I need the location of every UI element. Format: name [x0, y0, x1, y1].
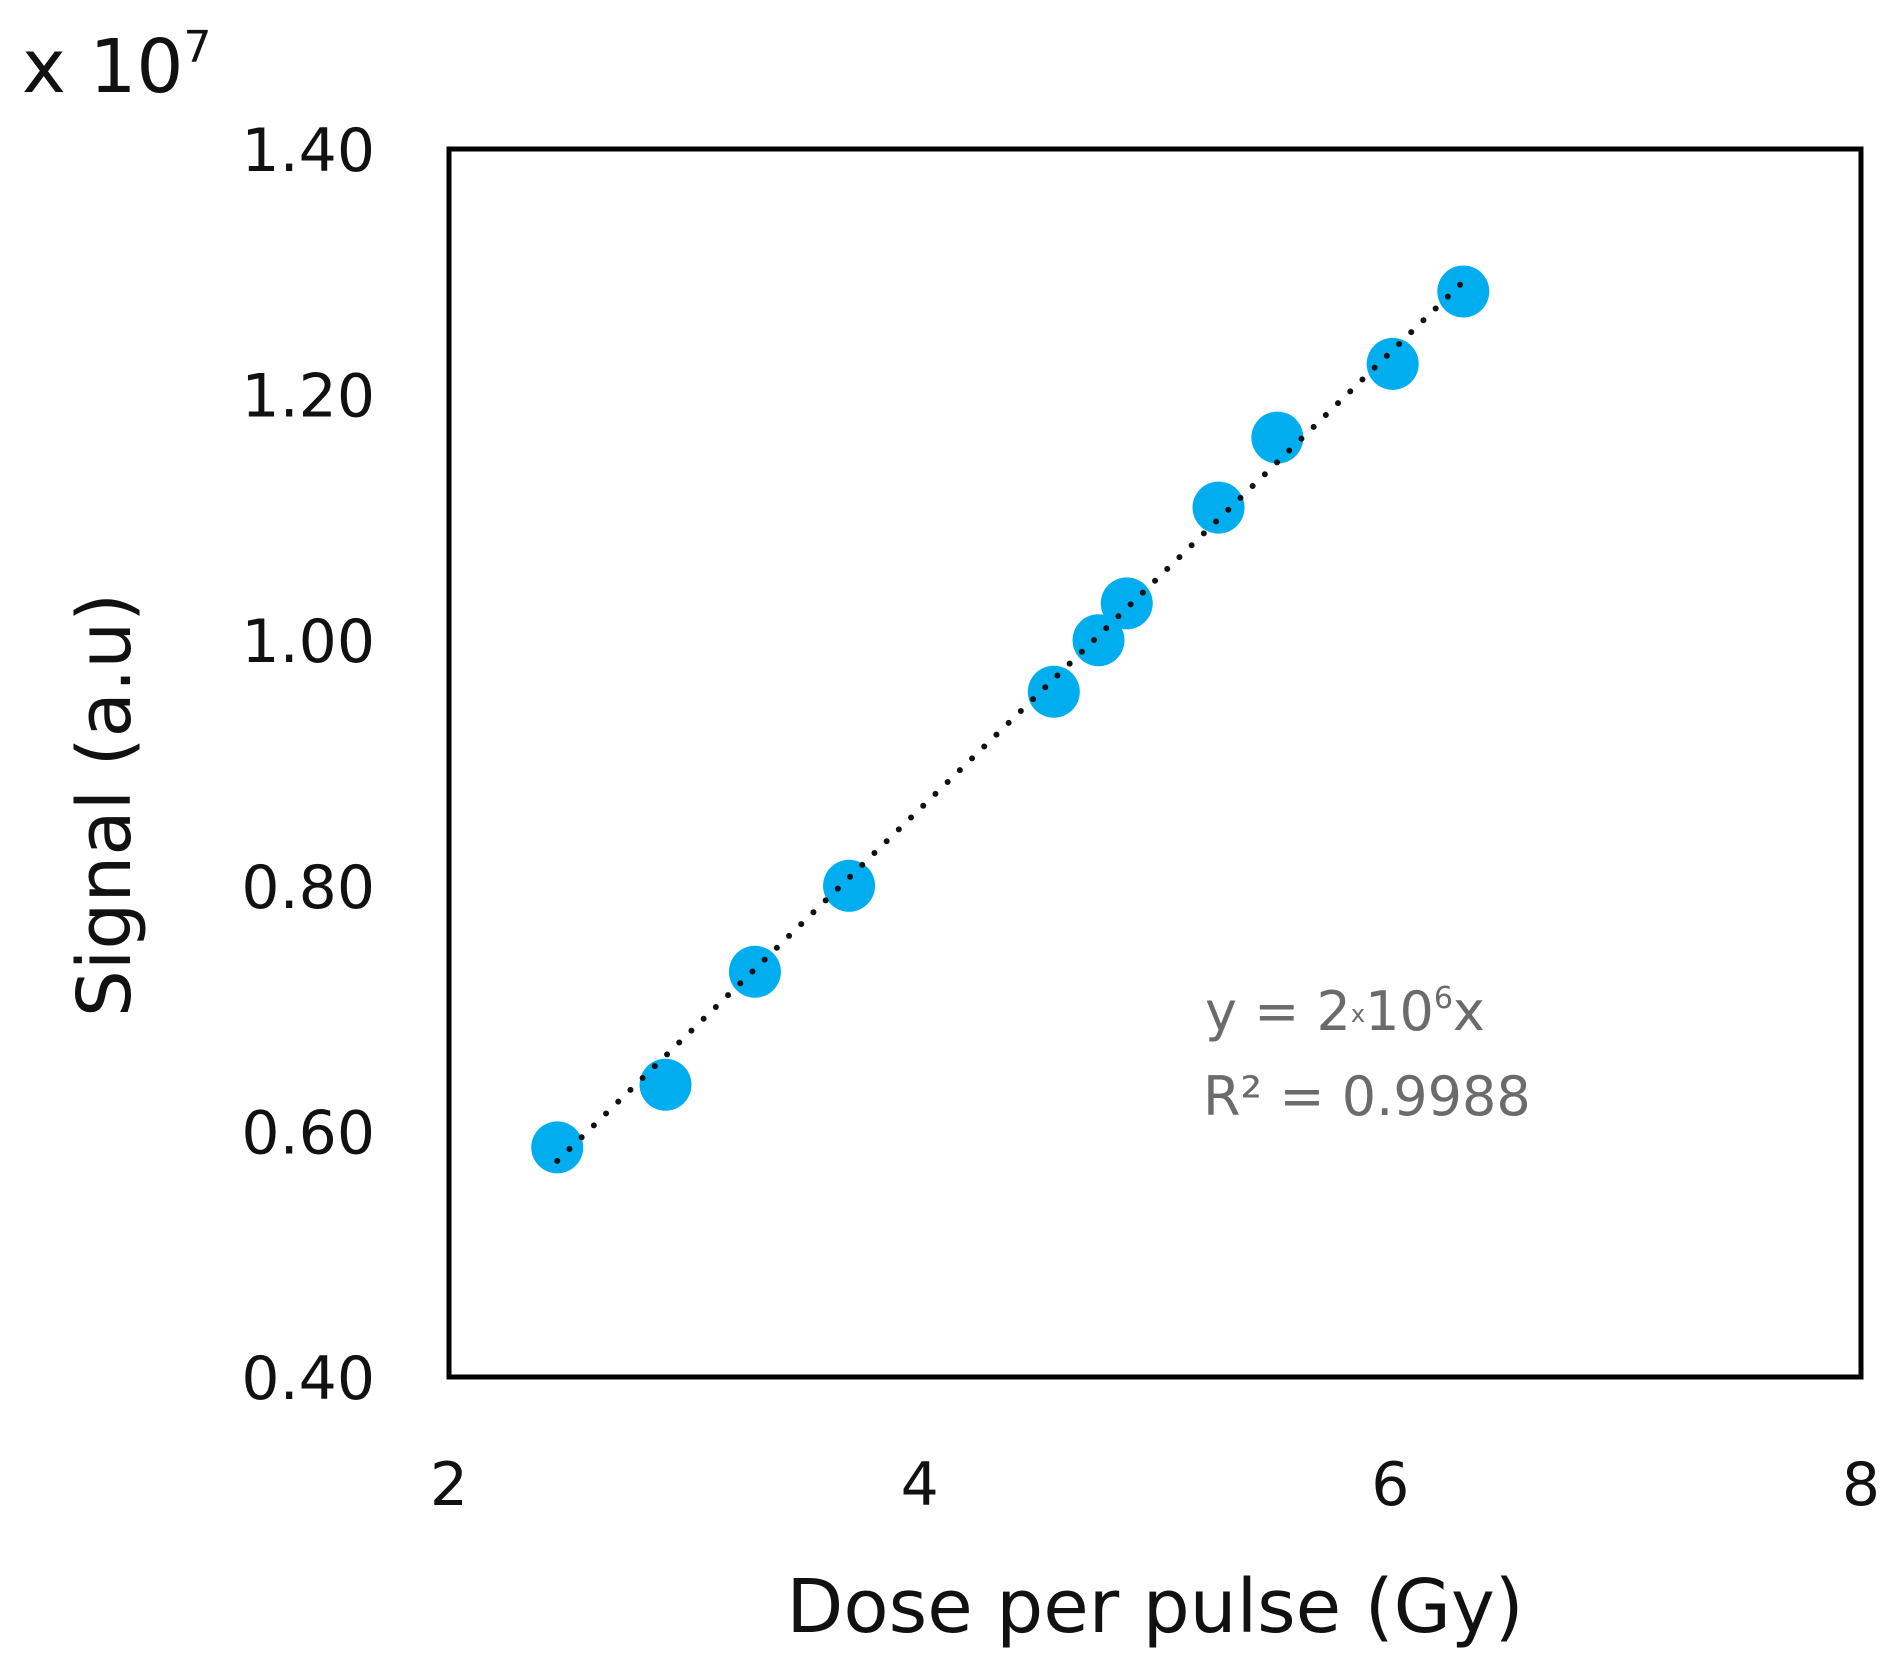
data-point	[1437, 265, 1490, 318]
y-tick-label: 0.40	[241, 1344, 375, 1414]
x-tick-label: 6	[1371, 1450, 1409, 1520]
x-axis-title: Dose per pulse (Gy)	[786, 1564, 1523, 1650]
data-point	[1072, 614, 1125, 667]
y-tick-label: 0.60	[241, 1098, 375, 1168]
data-point	[639, 1058, 692, 1111]
y-tick-labels: 0.40 0.60 0.80 1.00 1.20 1.40	[241, 116, 375, 1414]
data-points	[531, 265, 1490, 1174]
plot-area-frame	[446, 146, 1864, 1380]
y-multiplier-label: x 107	[22, 22, 211, 110]
data-point	[531, 1121, 584, 1174]
data-point	[1366, 337, 1419, 390]
x-tick-labels: 2 4 6 8	[430, 1450, 1880, 1520]
y-tick-label: 1.20	[241, 362, 375, 432]
y-axis-title: Signal (a.u)	[62, 593, 148, 1017]
r-squared-label: R² = 0.9988	[1203, 1065, 1531, 1128]
x-tick-label: 2	[430, 1450, 468, 1520]
data-point	[1251, 411, 1304, 464]
data-point	[1192, 481, 1245, 534]
trendline	[554, 278, 1467, 1164]
x-tick-label: 8	[1842, 1450, 1880, 1520]
y-tick-label: 1.40	[241, 116, 375, 186]
x-tick-label: 4	[901, 1450, 939, 1520]
data-point	[1100, 577, 1153, 630]
y-tick-label: 0.80	[241, 853, 375, 923]
data-point	[823, 859, 876, 912]
data-point	[1027, 665, 1080, 718]
y-multiplier-exponent: 7	[183, 22, 211, 73]
y-tick-label: 1.00	[241, 607, 375, 677]
regression-equation: y = 2x106x	[1205, 980, 1485, 1043]
